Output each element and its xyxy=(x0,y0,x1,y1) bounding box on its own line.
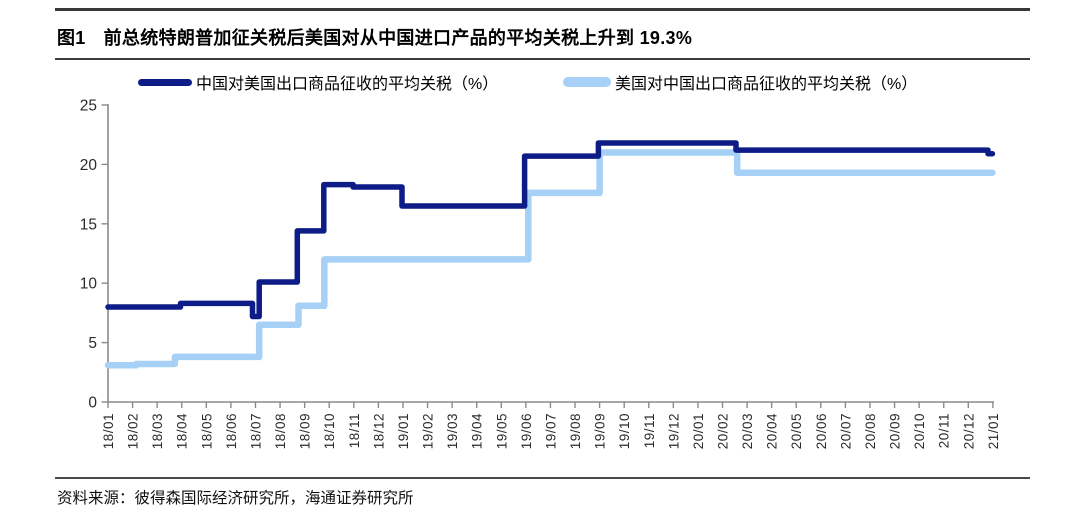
title-divider xyxy=(55,58,1030,60)
x-tick-label: 19/12 xyxy=(666,413,681,449)
x-tick-label: 18/10 xyxy=(322,413,337,449)
axes xyxy=(107,104,994,403)
legend-item-us-tariff: 美国对中国出口商品征收的平均关税（%） xyxy=(563,70,917,94)
chart-legend: 中国对美国出口商品征收的平均关税（%） 美国对中国出口商品征收的平均关税（%） xyxy=(0,70,1080,94)
x-tick-label: 20/08 xyxy=(863,413,878,449)
x-tick-label: 19/11 xyxy=(642,413,657,448)
x-tick-label: 18/12 xyxy=(371,413,386,449)
x-tick-label: 19/09 xyxy=(593,413,608,449)
x-tick-label: 20/12 xyxy=(961,413,976,449)
figure-title-text: 前总统特朗普加征关税后美国对从中国进口产品的平均关税上升到 19.3% xyxy=(103,28,693,48)
x-tick-label: 20/02 xyxy=(716,413,731,449)
x-tick-label: 20/07 xyxy=(838,413,853,449)
x-tick-label: 20/06 xyxy=(814,413,829,449)
x-tick-label: 20/09 xyxy=(888,413,903,449)
y-tick-label: 25 xyxy=(80,98,97,115)
legend-label-us-tariff: 美国对中国出口商品征收的平均关税（%） xyxy=(615,76,918,93)
x-tick-label: 18/06 xyxy=(224,413,239,449)
x-tick-label: 19/10 xyxy=(617,413,632,449)
x-tick-label: 20/11 xyxy=(937,413,952,448)
x-tick-label: 19/03 xyxy=(445,413,460,449)
x-tick-label: 18/02 xyxy=(126,413,141,449)
x-tick-label: 20/01 xyxy=(691,413,706,449)
y-tick-label: 0 xyxy=(88,395,97,412)
x-axis-ticks: 18/01 18/02 18/03 18/04 18/05 18/06 18/07 18/08… xyxy=(101,402,1001,449)
y-tick-label: 10 xyxy=(80,276,98,293)
x-tick-label: 18/04 xyxy=(175,413,190,449)
source-note: 资料来源：彼得森国际经济研究所，海通证券研究所 xyxy=(57,490,414,507)
x-tick-label: 19/04 xyxy=(470,413,485,449)
source-divider xyxy=(55,477,1030,479)
x-tick-label: 19/05 xyxy=(494,413,509,449)
y-axis-ticks: 0 5 10 15 20 25 xyxy=(80,98,108,412)
x-tick-label: 20/04 xyxy=(765,413,780,449)
y-tick-label: 5 xyxy=(88,335,97,352)
top-divider xyxy=(55,8,1030,11)
legend-label-china-tariff: 中国对美国出口商品征收的平均关税（%） xyxy=(196,76,499,93)
legend-swatch-lightblue-icon xyxy=(563,77,611,87)
x-tick-label: 19/07 xyxy=(543,413,558,449)
x-tick-label: 20/05 xyxy=(789,413,804,449)
legend-item-china-tariff: 中国对美国出口商品征收的平均关税（%） xyxy=(138,70,498,94)
x-tick-label: 18/03 xyxy=(150,413,165,449)
legend-swatch-navy-icon xyxy=(138,78,192,86)
y-tick-label: 15 xyxy=(80,216,97,233)
x-tick-label: 21/01 xyxy=(986,413,1001,449)
x-tick-label: 18/05 xyxy=(199,413,214,449)
x-tick-label: 19/08 xyxy=(568,413,583,449)
x-tick-label: 20/10 xyxy=(912,413,927,449)
series-line-us-on-china xyxy=(104,149,996,369)
y-tick-label: 20 xyxy=(80,157,98,174)
x-tick-label: 19/01 xyxy=(396,413,411,449)
x-tick-label: 19/02 xyxy=(421,413,436,449)
x-tick-label: 18/08 xyxy=(273,413,288,449)
x-tick-label: 18/01 xyxy=(101,413,116,449)
x-tick-label: 18/11 xyxy=(347,413,362,448)
figure-title: 图1 前总统特朗普加征关税后美国对从中国进口产品的平均关税上升到 19.3% xyxy=(57,24,692,50)
figure-number: 图1 xyxy=(57,28,86,48)
x-tick-label: 18/07 xyxy=(248,413,263,449)
x-tick-label: 18/09 xyxy=(298,413,313,449)
series-line-china-on-us xyxy=(105,140,996,320)
x-tick-label: 20/03 xyxy=(740,413,755,449)
x-tick-label: 19/06 xyxy=(519,413,534,449)
